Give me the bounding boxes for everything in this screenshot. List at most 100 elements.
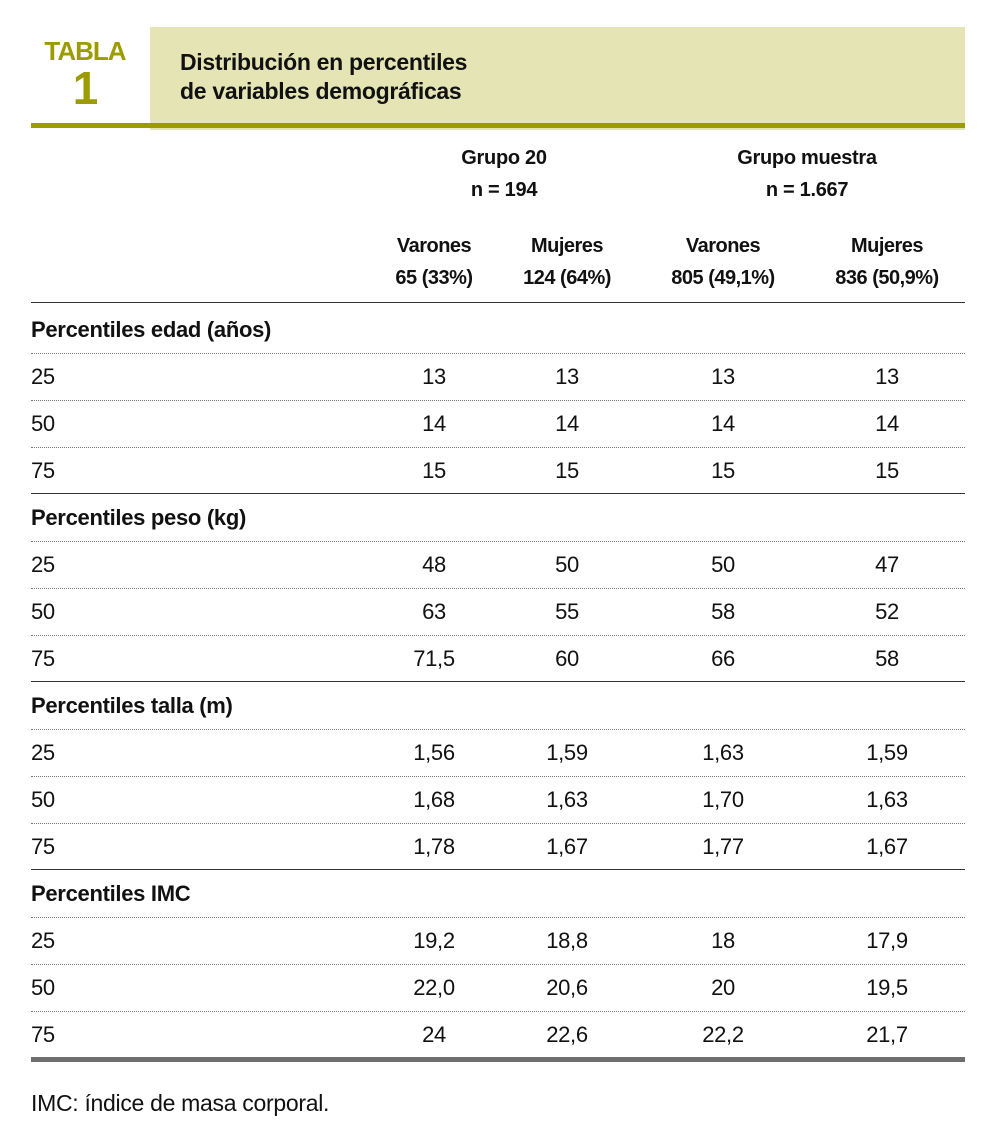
table-row: 75 24 22,6 22,2 21,7 bbox=[31, 1011, 965, 1058]
cell-value: 50 bbox=[711, 551, 735, 577]
percentile-label: 75 bbox=[31, 457, 55, 483]
cell-value: 1,77 bbox=[702, 833, 744, 859]
cell-value: 14 bbox=[422, 410, 446, 436]
cell-value: 15 bbox=[875, 457, 899, 483]
section-header: Percentiles peso (kg) bbox=[31, 494, 965, 542]
cell-value: 47 bbox=[875, 551, 899, 577]
percentile-label: 50 bbox=[31, 598, 55, 624]
table-row: 25 13 13 13 13 bbox=[31, 353, 965, 401]
column-count: 124 (64%) bbox=[523, 267, 611, 289]
cell-value: 15 bbox=[555, 457, 579, 483]
table-row: 50 1,68 1,63 1,70 1,63 bbox=[31, 776, 965, 824]
table-row: 25 1,56 1,59 1,63 1,59 bbox=[31, 729, 965, 777]
cell-value: 15 bbox=[422, 457, 446, 483]
cell-value: 13 bbox=[555, 363, 579, 389]
column-count: 65 (33%) bbox=[395, 267, 473, 289]
cell-value: 71,5 bbox=[413, 645, 455, 671]
column-label: Mujeres bbox=[850, 235, 924, 257]
cell-value: 50 bbox=[555, 551, 579, 577]
group-name: Grupo 20 bbox=[461, 147, 547, 169]
cell-value: 1,70 bbox=[702, 786, 744, 812]
percentile-label: 25 bbox=[31, 739, 55, 765]
cell-value: 1,59 bbox=[546, 739, 588, 765]
group-n: n = 1.667 bbox=[765, 179, 849, 201]
cell-value: 20,6 bbox=[546, 974, 588, 1000]
table-row: 25 48 50 50 47 bbox=[31, 541, 965, 589]
percentile-label: 25 bbox=[31, 363, 55, 389]
title-line-2: de variables demográficas bbox=[180, 78, 462, 104]
table-row: 50 22,0 20,6 20 19,5 bbox=[31, 964, 965, 1012]
section-title: Percentiles talla (m) bbox=[31, 692, 233, 718]
cell-value: 14 bbox=[875, 410, 899, 436]
cell-value: 66 bbox=[711, 645, 735, 671]
cell-value: 22,0 bbox=[413, 974, 455, 1000]
percentile-label: 50 bbox=[31, 410, 55, 436]
cell-value: 58 bbox=[711, 598, 735, 624]
column-header-4: Mujeres 836 (50,9%) bbox=[809, 230, 965, 294]
section-title: Percentiles peso (kg) bbox=[31, 504, 247, 530]
footnote: IMC: índice de masa corporal. bbox=[31, 1090, 330, 1116]
cell-value: 1,78 bbox=[413, 833, 455, 859]
percentile-label: 25 bbox=[31, 551, 55, 577]
percentile-label: 75 bbox=[31, 645, 55, 671]
table-row: 25 19,2 18,8 18 17,9 bbox=[31, 917, 965, 965]
cell-value: 63 bbox=[422, 598, 446, 624]
group-n: n = 194 bbox=[470, 179, 538, 201]
cell-value: 18,8 bbox=[546, 927, 588, 953]
table-bottom-rule bbox=[31, 1057, 965, 1062]
table-row: 75 15 15 15 15 bbox=[31, 447, 965, 494]
cell-value: 1,59 bbox=[866, 739, 908, 765]
column-header-1: Varones 65 (33%) bbox=[371, 230, 497, 294]
cell-value: 21,7 bbox=[866, 1021, 908, 1047]
cell-value: 1,67 bbox=[546, 833, 588, 859]
cell-value: 20 bbox=[711, 974, 735, 1000]
section-rule bbox=[31, 681, 965, 682]
column-header-3: Varones 805 (49,1%) bbox=[637, 230, 809, 294]
section-rule bbox=[31, 869, 965, 870]
tabla-number: 1 bbox=[72, 62, 99, 114]
cell-value: 15 bbox=[711, 457, 735, 483]
cell-value: 48 bbox=[422, 551, 446, 577]
group-name: Grupo muestra bbox=[737, 147, 877, 169]
tabla-label: TABLA bbox=[44, 36, 126, 66]
percentile-label: 50 bbox=[31, 974, 55, 1000]
cell-value: 1,63 bbox=[702, 739, 744, 765]
table-row: 75 71,5 60 66 58 bbox=[31, 635, 965, 682]
cell-value: 14 bbox=[555, 410, 579, 436]
section-title: Percentiles IMC bbox=[31, 880, 191, 906]
cell-value: 19,2 bbox=[413, 927, 455, 953]
title-line-1: Distribución en percentiles bbox=[180, 49, 468, 75]
cell-value: 18 bbox=[711, 927, 735, 953]
column-label: Varones bbox=[685, 235, 761, 257]
cell-value: 13 bbox=[422, 363, 446, 389]
cell-value: 24 bbox=[422, 1021, 446, 1047]
title-band bbox=[150, 27, 965, 130]
section-header: Percentiles IMC bbox=[31, 870, 965, 918]
cell-value: 22,2 bbox=[702, 1021, 744, 1047]
cell-value: 13 bbox=[875, 363, 899, 389]
section-header: Percentiles edad (años) bbox=[31, 306, 965, 354]
cell-value: 1,68 bbox=[413, 786, 455, 812]
table-row: 50 14 14 14 14 bbox=[31, 400, 965, 448]
column-label: Varones bbox=[396, 235, 472, 257]
percentile-label: 25 bbox=[31, 927, 55, 953]
section-rule bbox=[31, 302, 965, 303]
cell-value: 1,63 bbox=[546, 786, 588, 812]
cell-value: 58 bbox=[875, 645, 899, 671]
percentile-label: 50 bbox=[31, 786, 55, 812]
group-header-2: Grupo muestra n = 1.667 bbox=[637, 142, 977, 206]
cell-value: 1,56 bbox=[413, 739, 455, 765]
table-row: 75 1,78 1,67 1,77 1,67 bbox=[31, 823, 965, 870]
cell-value: 14 bbox=[711, 410, 735, 436]
cell-value: 52 bbox=[875, 598, 899, 624]
cell-value: 1,67 bbox=[866, 833, 908, 859]
cell-value: 22,6 bbox=[546, 1021, 588, 1047]
cell-value: 55 bbox=[555, 598, 579, 624]
group-header-1: Grupo 20 n = 194 bbox=[371, 142, 637, 206]
cell-value: 17,9 bbox=[866, 927, 908, 953]
percentile-label: 75 bbox=[31, 833, 55, 859]
column-count: 836 (50,9%) bbox=[835, 267, 939, 289]
table-row: 50 63 55 58 52 bbox=[31, 588, 965, 636]
column-header-2: Mujeres 124 (64%) bbox=[497, 230, 637, 294]
cell-value: 13 bbox=[711, 363, 735, 389]
